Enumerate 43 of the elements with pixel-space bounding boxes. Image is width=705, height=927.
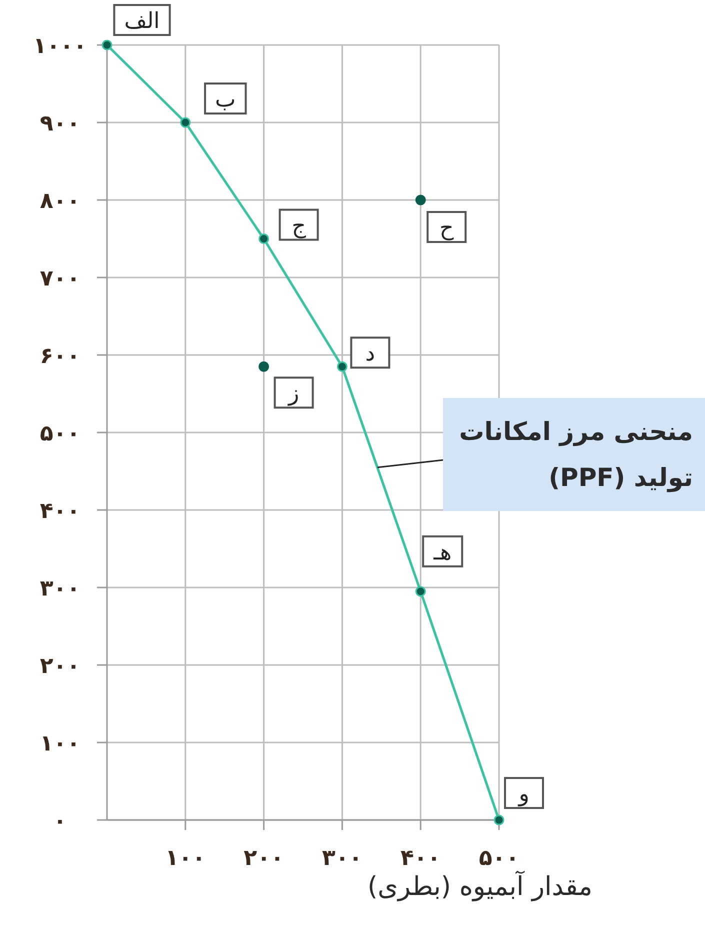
y-tick-label: ۶۰۰ <box>40 344 80 369</box>
y-tick-label: ۴۰۰ <box>40 499 80 524</box>
annotation: ز <box>274 376 314 409</box>
annotation: ج <box>292 214 307 239</box>
x-axis-title: مقدار آبمیوه (بطری) <box>368 870 592 902</box>
point <box>102 40 112 50</box>
y-tick-label: ۵۰۰ <box>40 422 80 446</box>
annotation: منحنی مرز امکانات تولید (PPF) <box>459 417 693 493</box>
y-tick-label: ۰ <box>53 809 67 834</box>
annotation: و <box>504 777 544 809</box>
annotation: الف <box>124 9 160 34</box>
y-tick-label: ۱۰۰ <box>40 732 80 756</box>
x-tick-label: ۵۰۰ <box>478 846 520 871</box>
x-tick-label: ۲۰۰ <box>244 846 284 871</box>
point <box>258 234 270 244</box>
point <box>336 361 348 372</box>
y-tick-label: ۷۰۰ <box>40 266 80 292</box>
annotation: هـ <box>422 535 464 568</box>
y-tick-label: ۹۰۰ <box>40 112 80 136</box>
annotation: ج <box>278 208 319 241</box>
point <box>258 361 270 372</box>
x-tick-label: ۴۰۰ <box>400 846 441 871</box>
point <box>415 194 426 206</box>
annotation: هـ <box>432 540 452 566</box>
annotation: ح <box>426 211 467 243</box>
y-tick-label: ۱۰۰۰ <box>33 34 87 59</box>
y-tick-label: ۸۰۰ <box>40 189 80 214</box>
x-tick-label: ۱۰۰ <box>165 846 206 871</box>
annotation: الف <box>113 4 171 36</box>
annotation: ز <box>287 382 300 407</box>
y-tick-label: ۲۰۰ <box>40 654 80 679</box>
point <box>180 117 191 128</box>
annotation: منحنی مرز امکانات تولید (PPF) <box>377 398 705 511</box>
point <box>494 814 504 826</box>
annotation: و <box>518 782 530 807</box>
y-tick-label: ۳۰۰ <box>40 576 80 602</box>
annotation: ح <box>440 216 454 241</box>
annotation: د <box>350 336 390 369</box>
annotation: د <box>365 342 376 367</box>
x-tick-label: ۳۰۰ <box>322 846 362 871</box>
point <box>415 586 426 597</box>
annotation: ب <box>215 88 236 112</box>
annotation: ب <box>204 82 247 114</box>
